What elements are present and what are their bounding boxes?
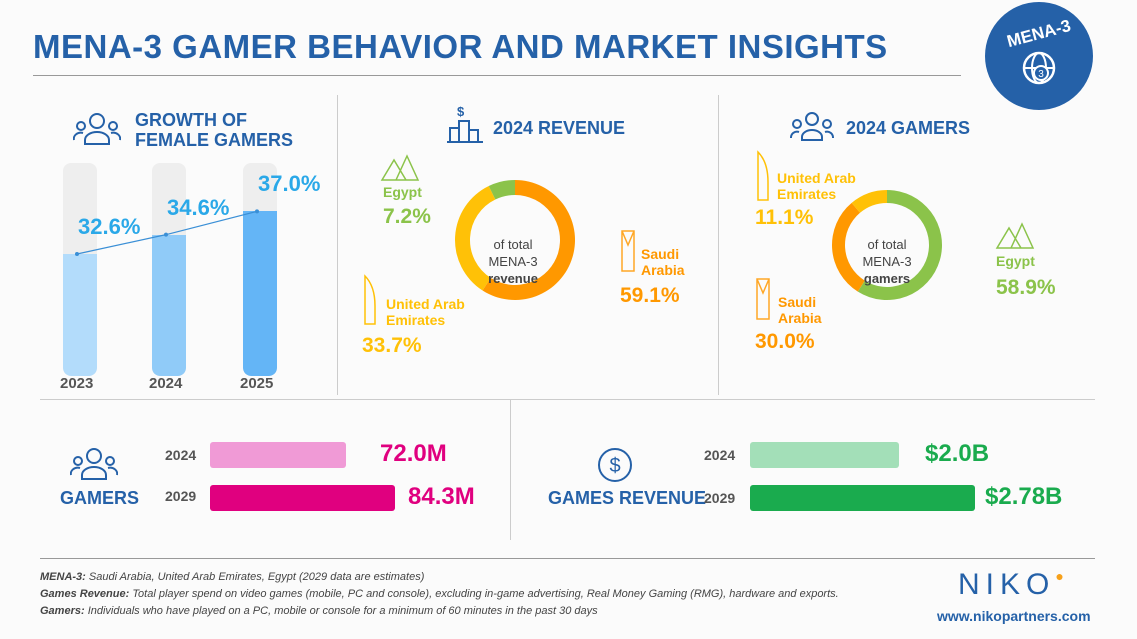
burj-icon <box>364 274 376 325</box>
egypt-label: Egypt <box>996 253 1035 269</box>
gamers-2029-bar <box>210 485 395 511</box>
gamers-group-icon <box>70 448 118 480</box>
female-bar-fill <box>243 211 277 376</box>
female-gamers-icon <box>73 113 121 145</box>
gamers-2029-value: 84.3M <box>408 483 475 510</box>
games-revenue-label: GAMES REVENUE <box>548 488 707 508</box>
year-label: 2023 <box>60 375 94 392</box>
footnote-mena3: MENA-3: Saudi Arabia, United Arab Emirat… <box>40 571 425 583</box>
slice-saudi-arabia <box>832 202 865 292</box>
gamers-2024-value: 72.0M <box>380 440 447 467</box>
slice-united-arab-emirates <box>455 186 496 291</box>
female-bar-2024 <box>152 163 186 376</box>
kingdom-tower-icon <box>756 278 770 320</box>
trend-point <box>75 252 79 257</box>
gamers-icon <box>790 112 834 141</box>
year-label: 2025 <box>240 375 274 392</box>
kingdom-tower-icon <box>621 230 635 272</box>
revenue-2029-value: $2.78B <box>985 483 1063 510</box>
female-bar-2025 <box>243 163 277 376</box>
year-label: 2024 <box>704 447 736 463</box>
saudi-label: Saudi Arabia <box>641 246 685 278</box>
saudi-value: 30.0% <box>755 330 815 353</box>
revenue-2024-value: $2.0B <box>925 440 990 467</box>
female-pct-label: 34.6% <box>167 194 230 220</box>
year-label: 2024 <box>149 375 183 392</box>
slice-saudi-arabia <box>482 180 575 300</box>
uae-label: United Arab Emirates <box>777 170 856 202</box>
footnote-gamers: Gamers: Individuals who have played on a… <box>40 605 598 617</box>
female-pct-label: 32.6% <box>78 214 141 239</box>
uae-label: United Arab Emirates <box>386 296 465 328</box>
mena3-badge: MENA-3 3 <box>985 2 1093 110</box>
gamers-donut <box>832 190 942 300</box>
website-link[interactable]: www.nikopartners.com <box>937 608 1091 624</box>
divider <box>33 75 961 76</box>
divider <box>40 558 1095 559</box>
trend-point <box>255 209 259 214</box>
globe-icon: 3 <box>1022 51 1056 85</box>
female-gamers-title: GROWTH OF FEMALE GAMERS <box>135 110 294 150</box>
revenue-title: 2024 REVENUE <box>493 118 626 138</box>
female-trend-line <box>75 209 259 257</box>
pyramid-icon <box>995 222 1035 249</box>
year-label: 2024 <box>165 447 197 463</box>
year-label: 2029 <box>704 490 736 506</box>
trend-line <box>76 210 258 255</box>
female-bar-fill <box>63 254 97 376</box>
pyramid-icon <box>380 154 420 181</box>
divider <box>510 400 511 540</box>
divider <box>337 95 338 395</box>
egypt-value: 58.9% <box>996 276 1056 299</box>
female-pct-label: 37.0% <box>258 171 321 197</box>
svg-text:3: 3 <box>1038 69 1044 80</box>
female-bar-2023 <box>63 163 97 376</box>
egypt-label: Egypt <box>383 184 422 200</box>
niko-logo: NIKO● <box>958 568 1070 601</box>
slice-united-arab-emirates <box>851 190 887 213</box>
revenue-2029-bar <box>750 485 975 511</box>
burj-icon <box>757 150 769 201</box>
page-title: MENA-3 GAMER BEHAVIOR AND MARKET INSIGHT… <box>33 28 888 65</box>
svg-text:$: $ <box>609 455 620 477</box>
gamers-2024-bar <box>210 442 346 468</box>
slice-egypt <box>488 180 515 200</box>
dollar-coin-icon: $ <box>598 448 632 482</box>
female-bar-fill <box>152 234 186 376</box>
revenue-podium-icon: $ <box>447 104 483 143</box>
gamers-center-text: of total MENA-3 gamers <box>862 237 912 286</box>
divider <box>718 95 719 395</box>
saudi-value: 59.1% <box>620 284 680 307</box>
year-label: 2029 <box>165 488 197 504</box>
footnote-revenue: Games Revenue: Total player spend on vid… <box>40 588 839 600</box>
saudi-label: Saudi Arabia <box>778 294 822 326</box>
uae-value: 11.1% <box>755 206 814 229</box>
gamers-title: 2024 GAMERS <box>846 118 971 138</box>
slice-egypt <box>857 190 942 300</box>
uae-value: 33.7% <box>362 334 422 357</box>
egypt-value: 7.2% <box>383 205 431 228</box>
divider <box>40 399 1095 400</box>
revenue-center-text: of total MENA-3 revenue <box>488 237 538 286</box>
revenue-2024-bar <box>750 442 899 468</box>
gamers-label: GAMERS <box>60 488 140 508</box>
svg-text:$: $ <box>457 104 465 119</box>
trend-point <box>164 232 168 237</box>
revenue-donut <box>455 180 575 300</box>
